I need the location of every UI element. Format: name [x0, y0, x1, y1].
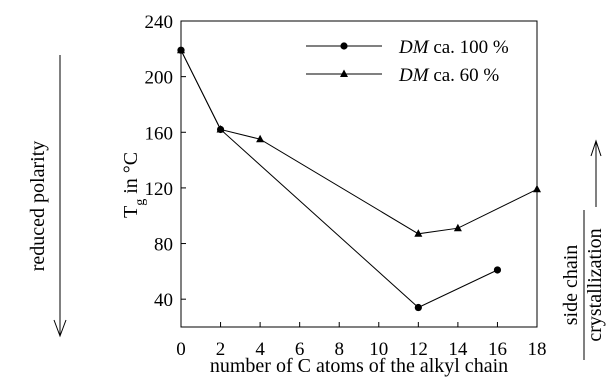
y-axis: 40 80 120 160 200 240	[145, 12, 186, 311]
y-tick-label: 160	[145, 123, 174, 144]
y-tick-label: 40	[154, 290, 173, 311]
series-2-point	[414, 229, 423, 237]
series-2-point	[533, 184, 541, 193]
series-2-point	[177, 45, 185, 54]
series-markers	[177, 45, 541, 312]
right-annotation-line1: side chain	[560, 245, 582, 326]
legend-marker-circle	[340, 42, 348, 50]
x-tick-label: 2	[216, 339, 226, 360]
series-1-line	[180, 49, 498, 309]
legend-label-series-1: DM ca. 100 %	[398, 37, 509, 58]
right-annotation-line2: crystallization	[584, 228, 606, 341]
x-tick-label: 12	[409, 339, 428, 360]
x-tick-label: 8	[334, 339, 344, 360]
legend-label-series-2: DM ca. 60 %	[398, 65, 499, 86]
series-2-point	[453, 223, 462, 232]
x-axis: 0 2 4 6 8 10 12 14 16 18	[176, 322, 547, 360]
y-tick-label: 80	[154, 235, 173, 256]
up-arrow-icon	[590, 139, 602, 207]
x-tick-label: 6	[295, 339, 305, 360]
y-tick-label: 240	[145, 12, 174, 33]
series-lines	[180, 49, 538, 309]
x-axis-title: number of C atoms of the alkyl chain	[210, 355, 508, 377]
x-tick-label: 18	[528, 339, 547, 360]
x-tick-label: 10	[369, 339, 388, 360]
y-tick-label: 200	[145, 68, 174, 89]
series-2-line	[180, 49, 538, 235]
legend: DM ca. 100 % DM ca. 60 %	[306, 37, 509, 86]
series-1-point	[414, 303, 422, 312]
y-tick-label: 120	[145, 179, 174, 200]
x-tick-label: 14	[448, 339, 468, 360]
down-arrow-icon	[53, 55, 67, 338]
y-axis-title: Tg in °C	[120, 152, 148, 218]
x-tick-label: 0	[176, 339, 186, 360]
series-2-point	[256, 134, 265, 143]
left-annotation-text: reduced polarity	[27, 141, 49, 272]
series-1-point	[493, 266, 502, 274]
x-tick-label: 4	[255, 339, 265, 360]
legend-marker-triangle	[340, 69, 348, 77]
plot-area	[180, 20, 538, 328]
x-tick-label: 16	[488, 339, 507, 360]
series-2-point	[216, 124, 225, 133]
